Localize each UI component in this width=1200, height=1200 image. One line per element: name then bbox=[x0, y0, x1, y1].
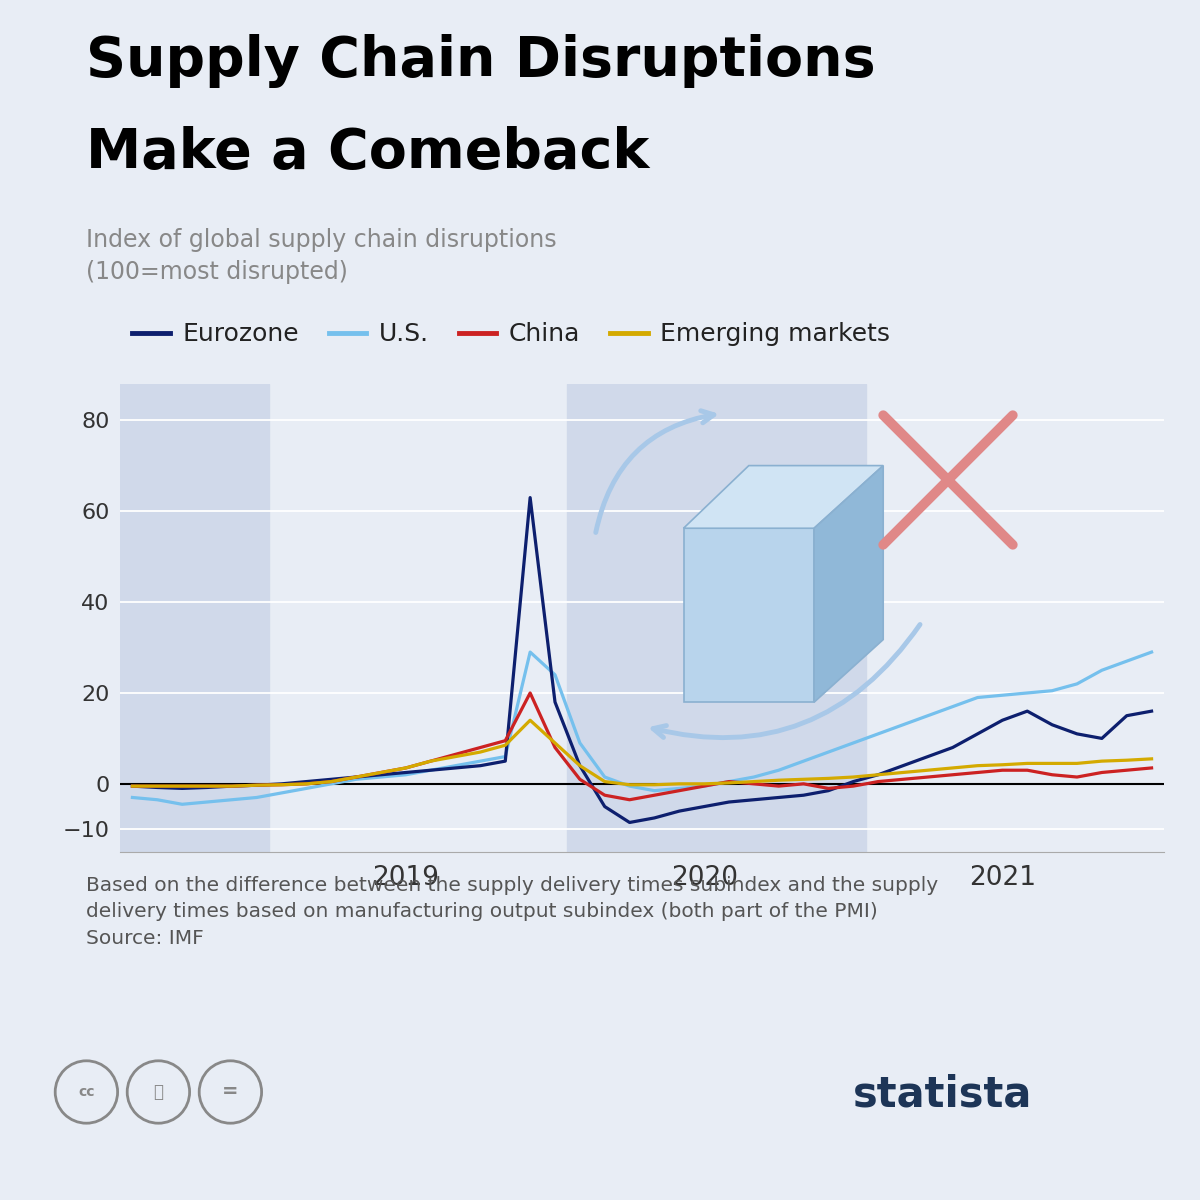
Text: ⓘ: ⓘ bbox=[154, 1082, 163, 1102]
Polygon shape bbox=[684, 528, 814, 702]
Text: statista: statista bbox=[853, 1073, 1032, 1116]
Text: Make a Comeback: Make a Comeback bbox=[86, 126, 649, 180]
FancyArrowPatch shape bbox=[653, 624, 920, 738]
Text: Index of global supply chain disruptions
(100=most disrupted): Index of global supply chain disruptions… bbox=[86, 228, 557, 283]
Text: =: = bbox=[222, 1082, 239, 1102]
Text: delivery times based on manufacturing output subindex (both part of the PMI): delivery times based on manufacturing ou… bbox=[86, 902, 878, 922]
Bar bbox=[120, 384, 269, 852]
Text: cc: cc bbox=[78, 1085, 95, 1099]
Polygon shape bbox=[814, 466, 883, 702]
Bar bbox=[568, 384, 865, 852]
Polygon shape bbox=[684, 466, 883, 528]
Polygon shape bbox=[1044, 1060, 1110, 1126]
FancyArrowPatch shape bbox=[595, 410, 714, 533]
Legend: Eurozone, U.S., China, Emerging markets: Eurozone, U.S., China, Emerging markets bbox=[122, 312, 900, 356]
Text: Based on the difference between the supply delivery times subindex and the suppl: Based on the difference between the supp… bbox=[86, 876, 938, 895]
Text: Source: IMF: Source: IMF bbox=[86, 929, 204, 948]
Text: Supply Chain Disruptions: Supply Chain Disruptions bbox=[86, 34, 876, 88]
